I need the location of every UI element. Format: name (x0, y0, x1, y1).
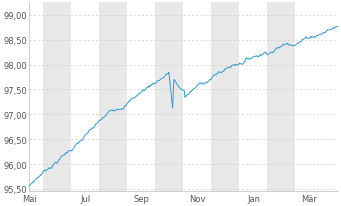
Bar (43, 4, 71, 192)
Bar (155, 4, 183, 192)
Bar (211, 4, 239, 192)
Bar (267, 4, 295, 192)
Bar (99, 4, 127, 192)
